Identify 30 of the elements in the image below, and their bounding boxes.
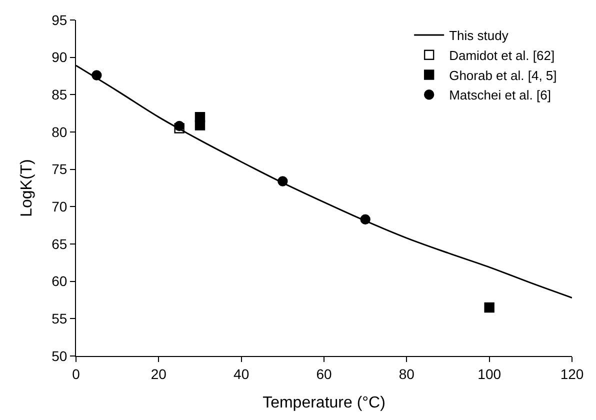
x-axis-title: Temperature (°C) [262,394,386,412]
y-tick-label: 65 [52,236,68,252]
y-tick-label: 55 [52,310,68,327]
x-tick-label: 60 [316,366,332,382]
point [278,176,288,186]
point [194,112,206,122]
x-tick-label: 80 [398,366,415,382]
point [92,70,102,80]
legend-label: Ghorab et al. [4, 5] [449,68,557,83]
legend-label: Matschei et al. [6] [449,88,551,103]
y-tick-label: 75 [52,161,68,178]
legend-label: Damidot et al. [62] [449,48,555,63]
point [174,120,184,132]
x-tick-label: 20 [150,366,167,382]
y-tick-label: 85 [52,86,68,103]
y-tick-label: 95 [52,12,68,28]
x-tick-label: 0 [72,366,80,382]
x-tick-label: 100 [478,366,502,382]
point [360,214,370,224]
y-tick-label: 50 [52,348,68,364]
y-tick-label: 60 [52,273,68,290]
point [484,302,494,313]
x-tick-label: 40 [234,366,250,382]
point [174,123,184,134]
y-tick-label: 70 [52,198,68,215]
legend-label: This study [449,28,509,44]
y-tick-label: 80 [52,124,68,140]
x-tick-label: 120 [560,366,584,382]
y-axis-title: LogK(T) [18,159,36,217]
y-tick-label: 90 [52,49,68,66]
